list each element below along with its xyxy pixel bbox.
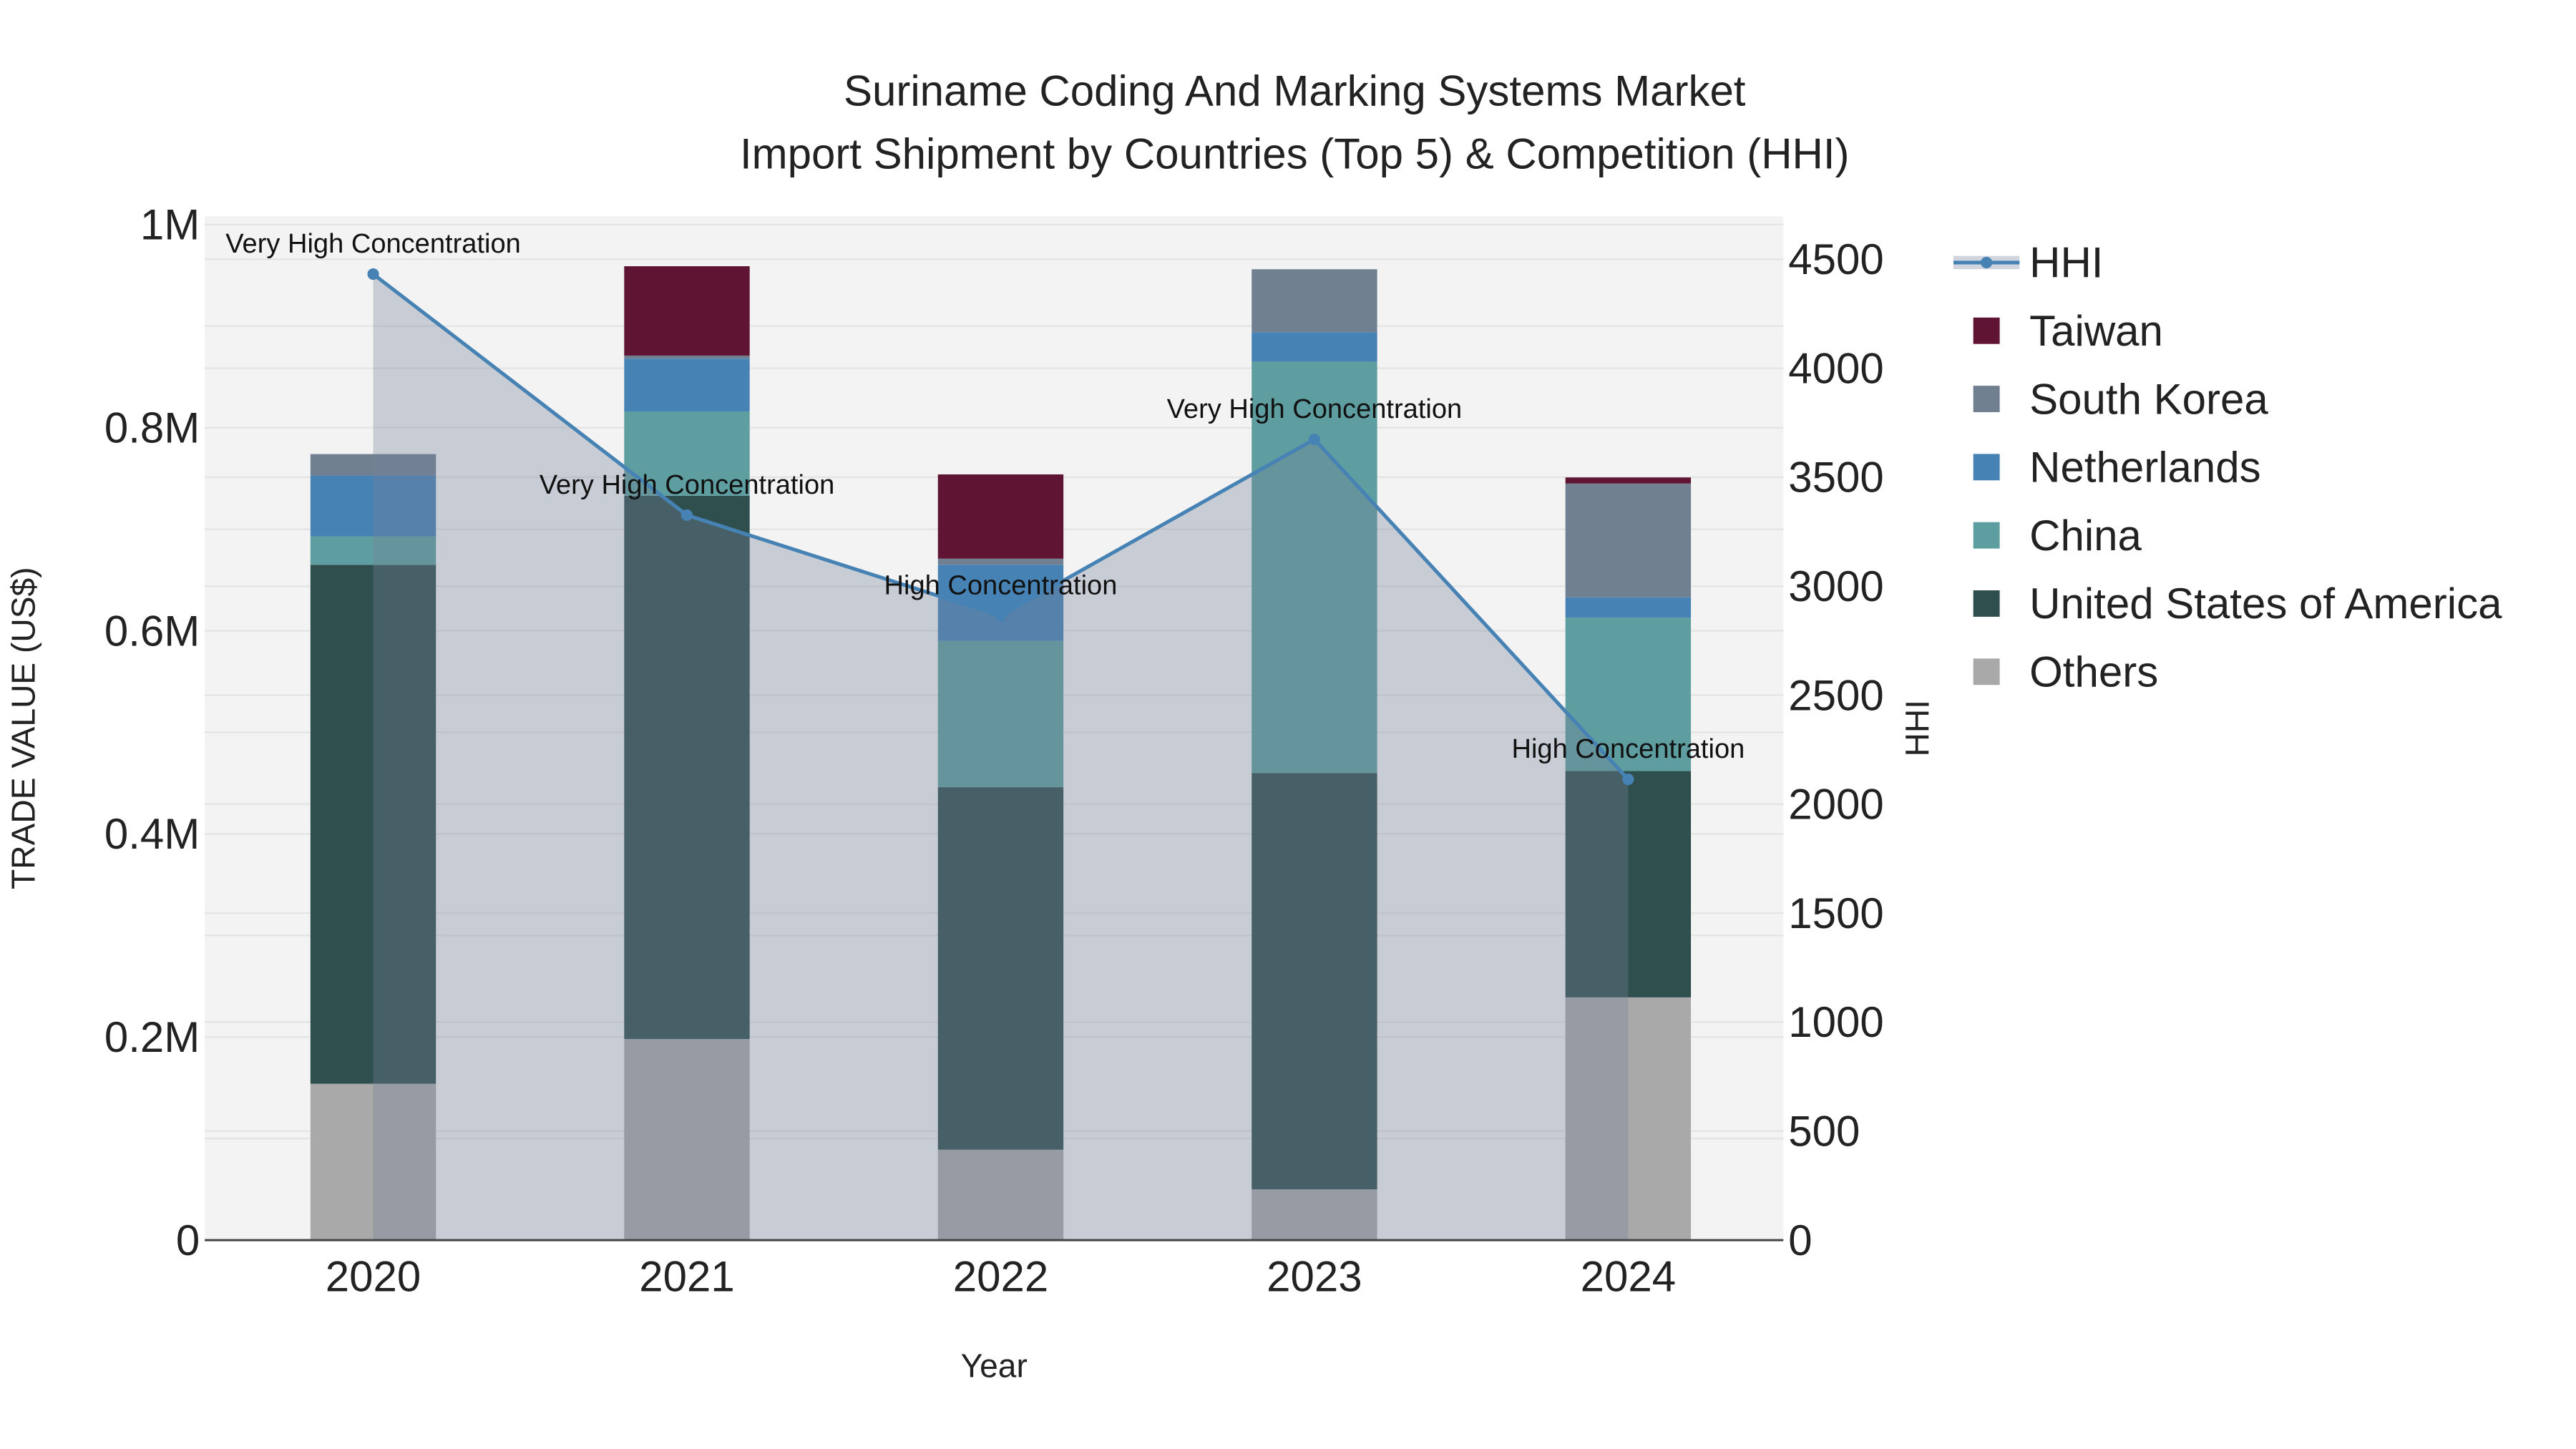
- bar-others-2021: [624, 1039, 750, 1241]
- legend-item-taiwan: Taiwan: [1973, 307, 2163, 355]
- y2-tick-label: 4500: [1788, 235, 1883, 283]
- legend-item-south-korea: South Korea: [1973, 375, 2268, 423]
- legend-label: United States of America: [2029, 580, 2502, 628]
- y-axis-title: TRADE VALUE (US$): [4, 567, 42, 889]
- legend-swatch-marker: [1981, 256, 1993, 268]
- hhi-point-2020: [367, 268, 379, 280]
- bar-united-states-of-america-2021: [624, 495, 750, 1040]
- bar-united-states-of-america-2024: [1565, 771, 1692, 997]
- hhi-annotation-2022: High Concentration: [884, 571, 1118, 601]
- hhi-point-2021: [680, 509, 693, 522]
- bar-taiwan-2022: [937, 474, 1064, 559]
- hhi-point-2023: [1308, 433, 1320, 445]
- bar-china-2022: [937, 640, 1064, 788]
- bar-china-2023: [1252, 361, 1377, 774]
- legend-swatch: [1973, 386, 2000, 412]
- x-tick-label: 2024: [1581, 1253, 1676, 1301]
- bar-china-2024: [1565, 618, 1692, 771]
- bars: [310, 266, 1692, 1241]
- y2-tick-label: 3000: [1788, 562, 1883, 610]
- legend-label: China: [2029, 512, 2142, 560]
- hhi-point-2024: [1622, 774, 1634, 786]
- hhi-annotation-2020: Very High Concentration: [225, 229, 521, 259]
- hhi-annotation-2021: Very High Concentration: [540, 470, 835, 500]
- legend-item-china: China: [1973, 512, 2142, 560]
- y-tick-label: 0: [176, 1216, 200, 1264]
- y-tick-label: 0.8M: [104, 404, 200, 452]
- bar-china-2020: [310, 536, 436, 565]
- y2-tick-label: 500: [1788, 1108, 1860, 1156]
- legend-label: Others: [2029, 648, 2158, 696]
- x-axis-title: Year: [961, 1347, 1028, 1385]
- legend-swatch: [1973, 658, 2000, 686]
- legend: HHI Taiwan South Korea Netherlands China Unit…: [1953, 239, 2502, 696]
- bar-others-2023: [1252, 1189, 1377, 1241]
- legend-label: South Korea: [2029, 375, 2268, 423]
- bar-netherlands-2024: [1565, 597, 1692, 618]
- bar-south-korea-2022: [937, 558, 1064, 565]
- bar-taiwan-2021: [624, 266, 750, 356]
- hhi-annotation-2023: Very High Concentration: [1167, 394, 1463, 424]
- y2-axis-title: HHI: [1898, 700, 1936, 756]
- y2-tick-label: 1500: [1788, 889, 1883, 937]
- y-tick-label: 1M: [140, 201, 200, 249]
- bar-others-2020: [310, 1083, 436, 1241]
- y-tick-label: 0.6M: [104, 607, 200, 655]
- legend-item-netherlands: Netherlands: [1973, 444, 2261, 492]
- y2-tick-label: 2000: [1788, 781, 1883, 829]
- bar-united-states-of-america-2023: [1252, 773, 1377, 1190]
- y2-tick-label: 2500: [1788, 671, 1883, 719]
- chart-title-line2: Import Shipment by Countries (Top 5) & C…: [740, 130, 1850, 177]
- legend-item-united-states-of-america: United States of America: [1973, 580, 2502, 628]
- bar-south-korea-2021: [624, 355, 750, 359]
- bar-others-2024: [1565, 997, 1692, 1241]
- bar-united-states-of-america-2020: [310, 565, 436, 1084]
- x-tick-label: 2021: [639, 1253, 734, 1301]
- bar-south-korea-2024: [1565, 483, 1692, 597]
- bar-netherlands-2023: [1252, 332, 1377, 362]
- x-tick-label: 2023: [1267, 1253, 1362, 1301]
- bar-taiwan-2024: [1565, 477, 1692, 484]
- y2-tick-label: 1000: [1788, 998, 1883, 1046]
- y2-tick-label: 0: [1788, 1216, 1812, 1264]
- legend-label: Taiwan: [2029, 307, 2163, 355]
- legend-item-hhi: HHI: [1953, 239, 2103, 287]
- hhi-point-2022: [995, 610, 1007, 622]
- legend-swatch: [1973, 590, 2000, 617]
- x-tick-label: 2020: [326, 1253, 421, 1301]
- legend-swatch: [1973, 522, 2000, 549]
- bar-south-korea-2023: [1252, 269, 1377, 333]
- legend-swatch: [1973, 317, 2000, 344]
- legend-label: HHI: [2029, 239, 2103, 287]
- y2-tick-label: 3500: [1788, 454, 1883, 502]
- y-tick-label: 0.2M: [104, 1013, 200, 1061]
- bar-united-states-of-america-2022: [937, 787, 1064, 1150]
- chart-title-line1: Suriname Coding And Marking Systems Mark…: [844, 67, 1746, 115]
- legend-label: Netherlands: [2029, 444, 2261, 492]
- legend-swatch: [1973, 454, 2000, 481]
- hhi-series: Very High Concentration Very High Concent…: [225, 229, 1745, 1241]
- legend-item-others: Others: [1973, 648, 2158, 696]
- y-tick-label: 0.4M: [104, 810, 200, 858]
- bar-netherlands-2020: [310, 475, 436, 537]
- bar-others-2022: [937, 1149, 1064, 1241]
- x-tick-label: 2022: [953, 1253, 1048, 1301]
- y2-tick-label: 4000: [1788, 344, 1883, 392]
- hhi-annotation-2024: High Concentration: [1511, 734, 1745, 764]
- axes: 0 0.2M 0.4M 0.6M 0.8M 1M 0 500 1000 1500 2000 2500 3…: [104, 201, 1884, 1301]
- bar-south-korea-2020: [310, 454, 436, 476]
- bar-netherlands-2021: [624, 358, 750, 411]
